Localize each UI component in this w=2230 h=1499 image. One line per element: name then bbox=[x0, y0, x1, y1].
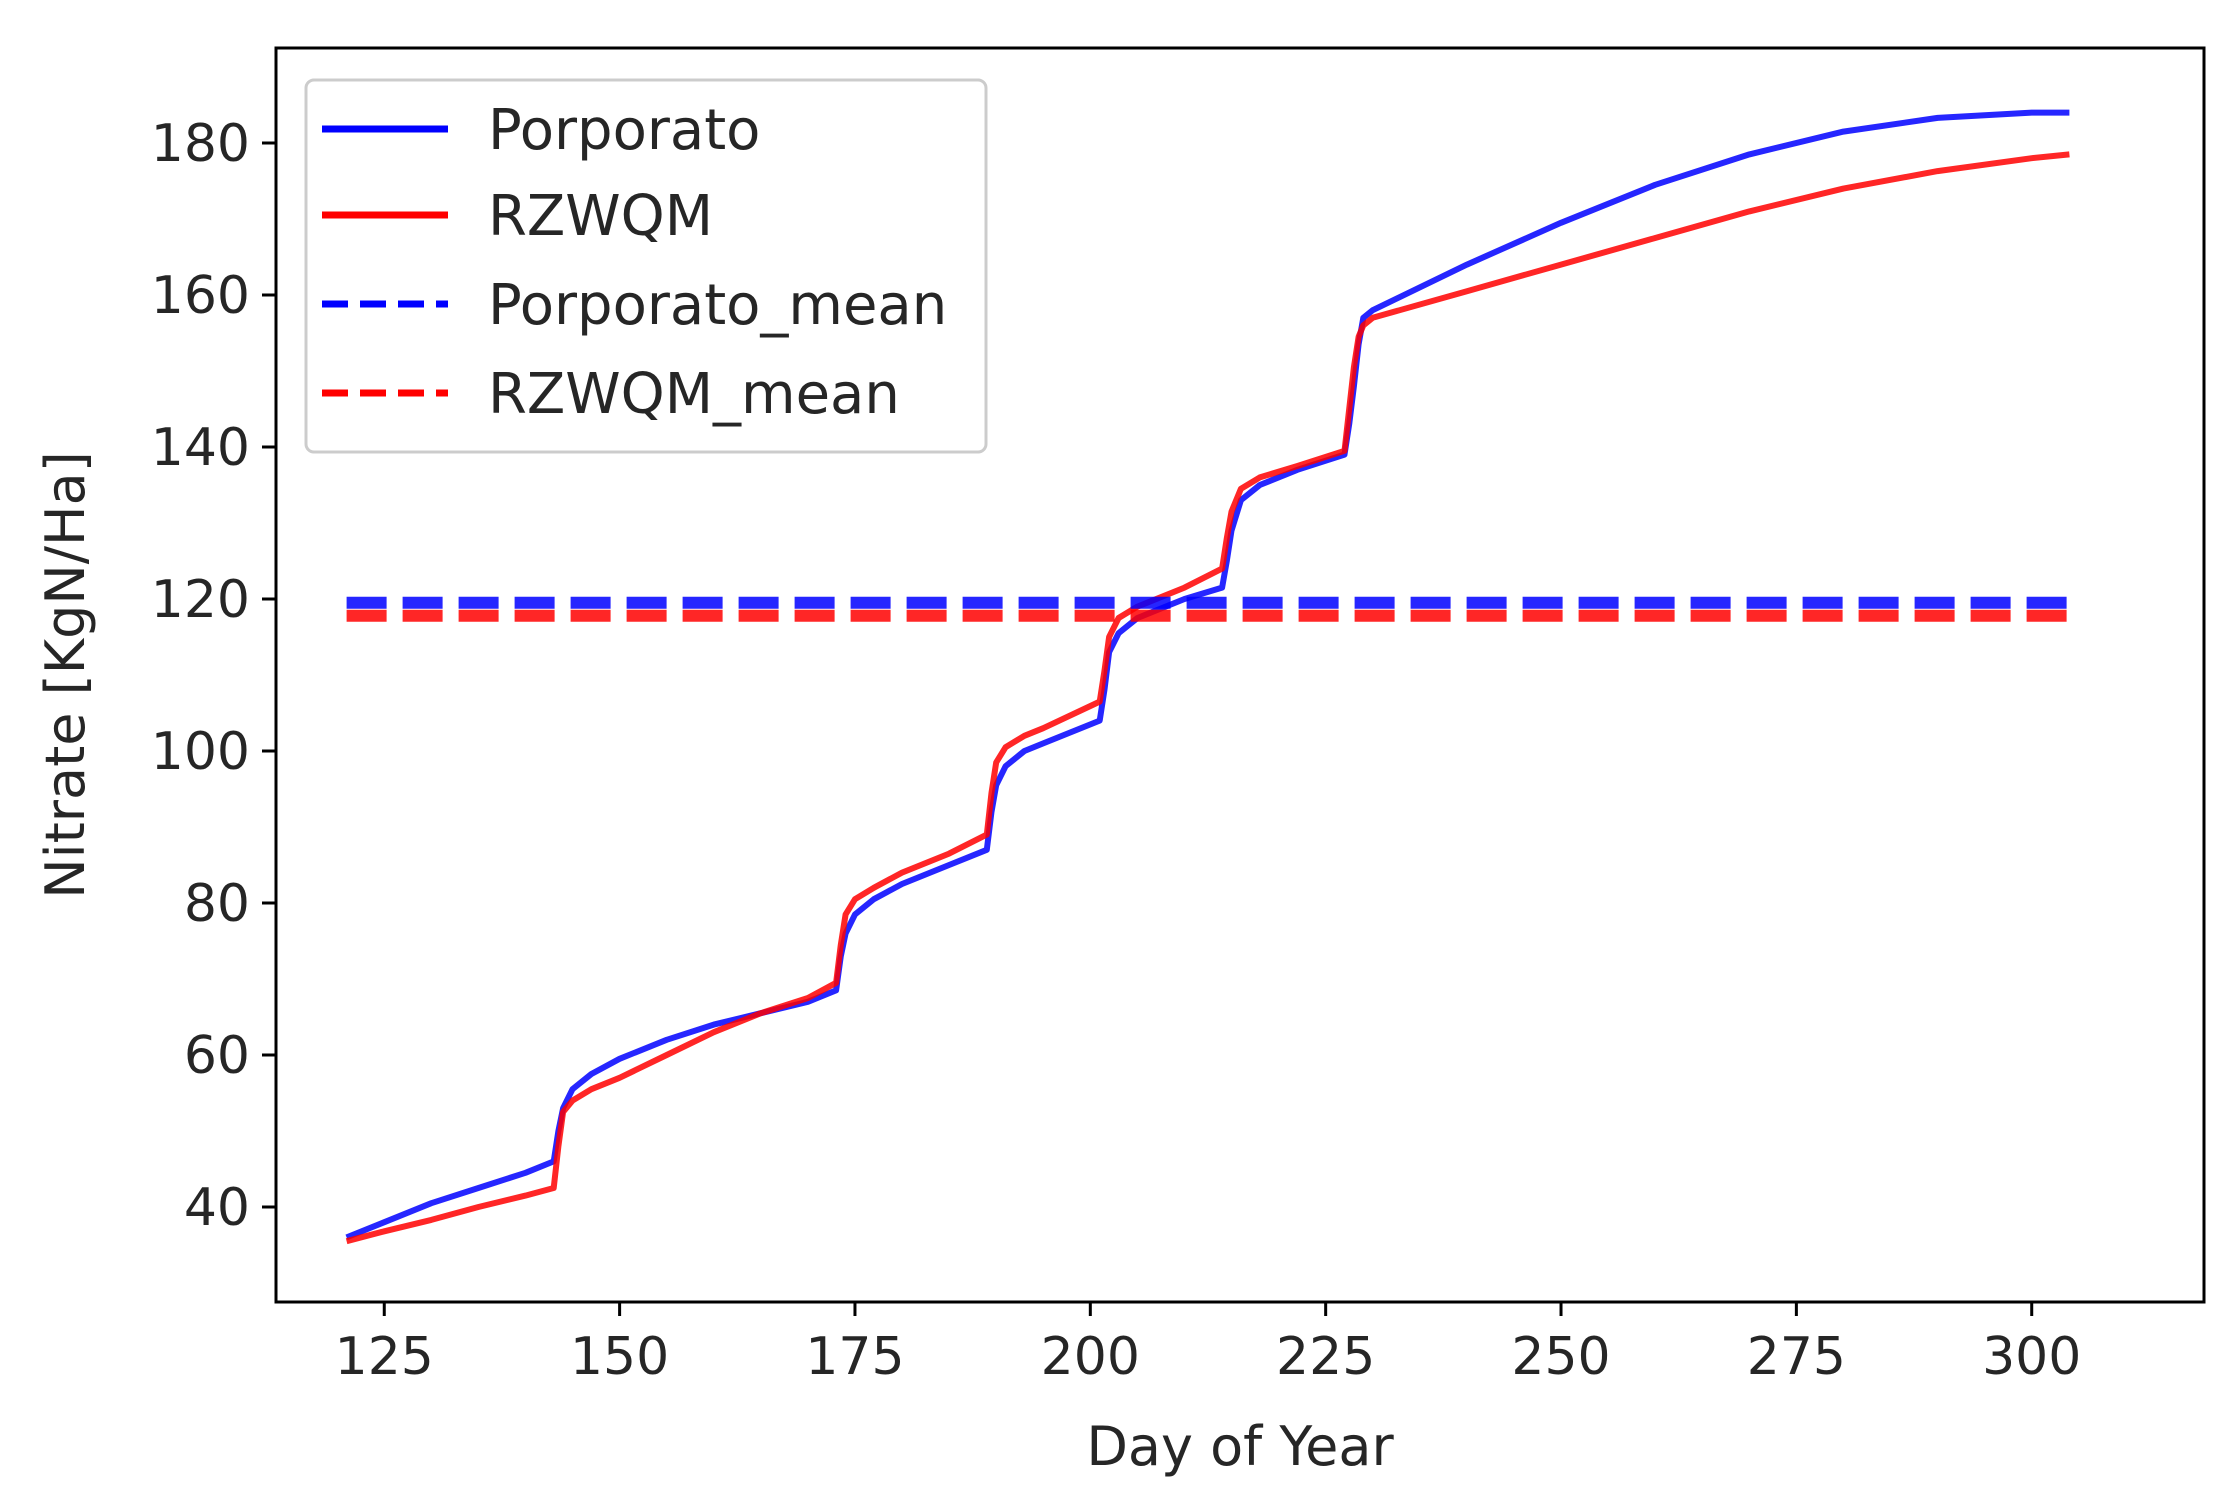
y-tick-label-160: 160 bbox=[151, 266, 250, 326]
x-tick-label-125: 125 bbox=[335, 1327, 434, 1387]
y-tick-label-180: 180 bbox=[151, 114, 250, 174]
x-tick-label-175: 175 bbox=[805, 1327, 904, 1387]
y-tick-label-60: 60 bbox=[184, 1026, 250, 1086]
legend-label-rzwqm-mean: RZWQM_mean bbox=[488, 362, 900, 427]
x-axis-title: Day of Year bbox=[1086, 1415, 1394, 1478]
plot-frame bbox=[274, 46, 2206, 1304]
y-tick-label-100: 100 bbox=[151, 722, 250, 782]
x-tick-label-250: 250 bbox=[1511, 1327, 1610, 1387]
y-tick-label-40: 40 bbox=[184, 1178, 250, 1238]
series-layer bbox=[345, 109, 2070, 1245]
legend-frame bbox=[304, 78, 988, 454]
ticks-layer: 125 150 175 200 225 250 275 300 40 60 80 100 120 140 1… bbox=[151, 114, 2082, 1387]
y-tick-label-80: 80 bbox=[184, 874, 250, 934]
legend-label-rzwqm: RZWQM bbox=[488, 184, 713, 249]
series-line-porporato bbox=[345, 109, 2070, 1241]
y-axis-title: Nitrate [KgN/Ha] bbox=[34, 451, 97, 899]
x-tick-label-150: 150 bbox=[570, 1327, 669, 1387]
x-tick-label-225: 225 bbox=[1276, 1327, 1375, 1387]
legend-label-porporato-mean: Porporato_mean bbox=[488, 273, 947, 338]
series-line-rzwqm bbox=[345, 151, 2070, 1245]
y-tick-label-140: 140 bbox=[151, 418, 250, 478]
y-tick-label-120: 120 bbox=[151, 570, 250, 630]
legend-label-porporato: Porporato bbox=[488, 98, 760, 163]
legend: Porporato RZWQM Porporato_mean RZWQM_mea… bbox=[304, 78, 988, 454]
x-tick-label-275: 275 bbox=[1747, 1327, 1846, 1387]
x-tick-label-200: 200 bbox=[1041, 1327, 1140, 1387]
x-tick-label-300: 300 bbox=[1982, 1327, 2081, 1387]
